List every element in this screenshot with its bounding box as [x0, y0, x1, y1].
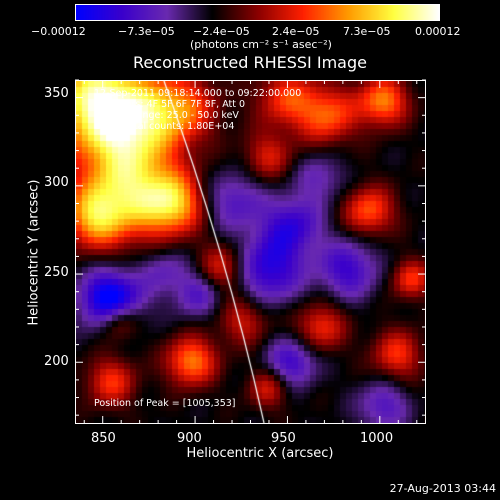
colorbar	[75, 4, 440, 21]
x-tick-label: 850	[91, 431, 116, 446]
colorbar-tick: −2.4e−05	[193, 25, 250, 38]
y-tick-label: 250	[44, 265, 69, 280]
colorbar-tick: 0.00012	[415, 25, 461, 38]
annotation-clean-counts: Clean Total counts: 1.80E+04	[94, 121, 235, 132]
x-tick-label: 900	[177, 431, 202, 446]
y-tick-label: 200	[44, 354, 69, 369]
colorbar-unit-label: (photons cm⁻² s⁻¹ asec⁻²)	[190, 38, 332, 51]
plot-area	[75, 80, 426, 424]
heatmap-image	[76, 81, 425, 423]
colorbar-tick: −0.00012	[31, 25, 86, 38]
annotation-time-range: 12-Sep-2011 09:18:14.000 to 09:22:00.000	[94, 88, 302, 99]
y-tick-label: 350	[44, 86, 69, 101]
y-axis-label: Heliocentric Y (arcsec)	[26, 179, 42, 326]
y-tick-label: 300	[44, 175, 69, 190]
x-axis-label: Heliocentric X (arcsec)	[186, 446, 334, 461]
x-tick-label: 950	[271, 431, 296, 446]
annotation-energy-range: Energy Range: 25.0 - 50.0 keV	[94, 110, 239, 121]
annotation-peak-position: Position of Peak = [1005,353]	[94, 398, 236, 409]
annotation-detectors: Detectors: 4F 5F 6F 7F 8F, Att 0	[94, 99, 246, 110]
colorbar-tick: 2.4e−05	[272, 25, 320, 38]
x-tick-label: 1000	[360, 431, 394, 446]
colorbar-tick: −7.3e−05	[118, 25, 175, 38]
timestamp: 27-Aug-2013 03:44	[389, 482, 496, 495]
chart-title: Reconstructed RHESSI Image	[133, 53, 367, 72]
colorbar-tick: 7.3e−05	[343, 25, 391, 38]
